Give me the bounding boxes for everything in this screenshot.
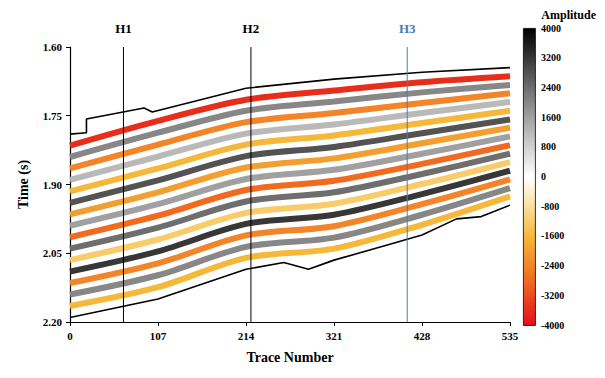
svg-text:2400: 2400 xyxy=(541,82,561,93)
svg-text:2.20: 2.20 xyxy=(43,316,63,328)
svg-text:1.60: 1.60 xyxy=(43,41,63,53)
svg-text:0: 0 xyxy=(67,330,73,342)
svg-text:-800: -800 xyxy=(541,201,559,212)
svg-text:1.75: 1.75 xyxy=(43,110,63,122)
svg-text:214: 214 xyxy=(238,330,255,342)
svg-text:321: 321 xyxy=(326,330,343,342)
svg-text:3200: 3200 xyxy=(541,52,561,63)
svg-text:-1600: -1600 xyxy=(541,230,564,241)
svg-text:-4000: -4000 xyxy=(541,320,564,331)
svg-text:0: 0 xyxy=(541,171,546,182)
svg-text:2.05: 2.05 xyxy=(43,247,63,259)
svg-text:535: 535 xyxy=(502,330,519,342)
svg-text:Time (s): Time (s) xyxy=(16,160,32,209)
svg-text:H3: H3 xyxy=(399,21,416,36)
svg-text:Trace Number: Trace Number xyxy=(246,350,333,365)
svg-text:H1: H1 xyxy=(115,21,132,36)
svg-text:Amplitude: Amplitude xyxy=(541,8,596,22)
svg-text:-2400: -2400 xyxy=(541,260,564,271)
svg-text:800: 800 xyxy=(541,141,556,152)
svg-text:H2: H2 xyxy=(243,21,260,36)
svg-text:1.90: 1.90 xyxy=(43,179,63,191)
svg-text:1600: 1600 xyxy=(541,112,561,123)
svg-text:4000: 4000 xyxy=(541,23,561,34)
svg-text:107: 107 xyxy=(150,330,167,342)
svg-text:428: 428 xyxy=(414,330,431,342)
svg-text:-3200: -3200 xyxy=(541,290,564,301)
